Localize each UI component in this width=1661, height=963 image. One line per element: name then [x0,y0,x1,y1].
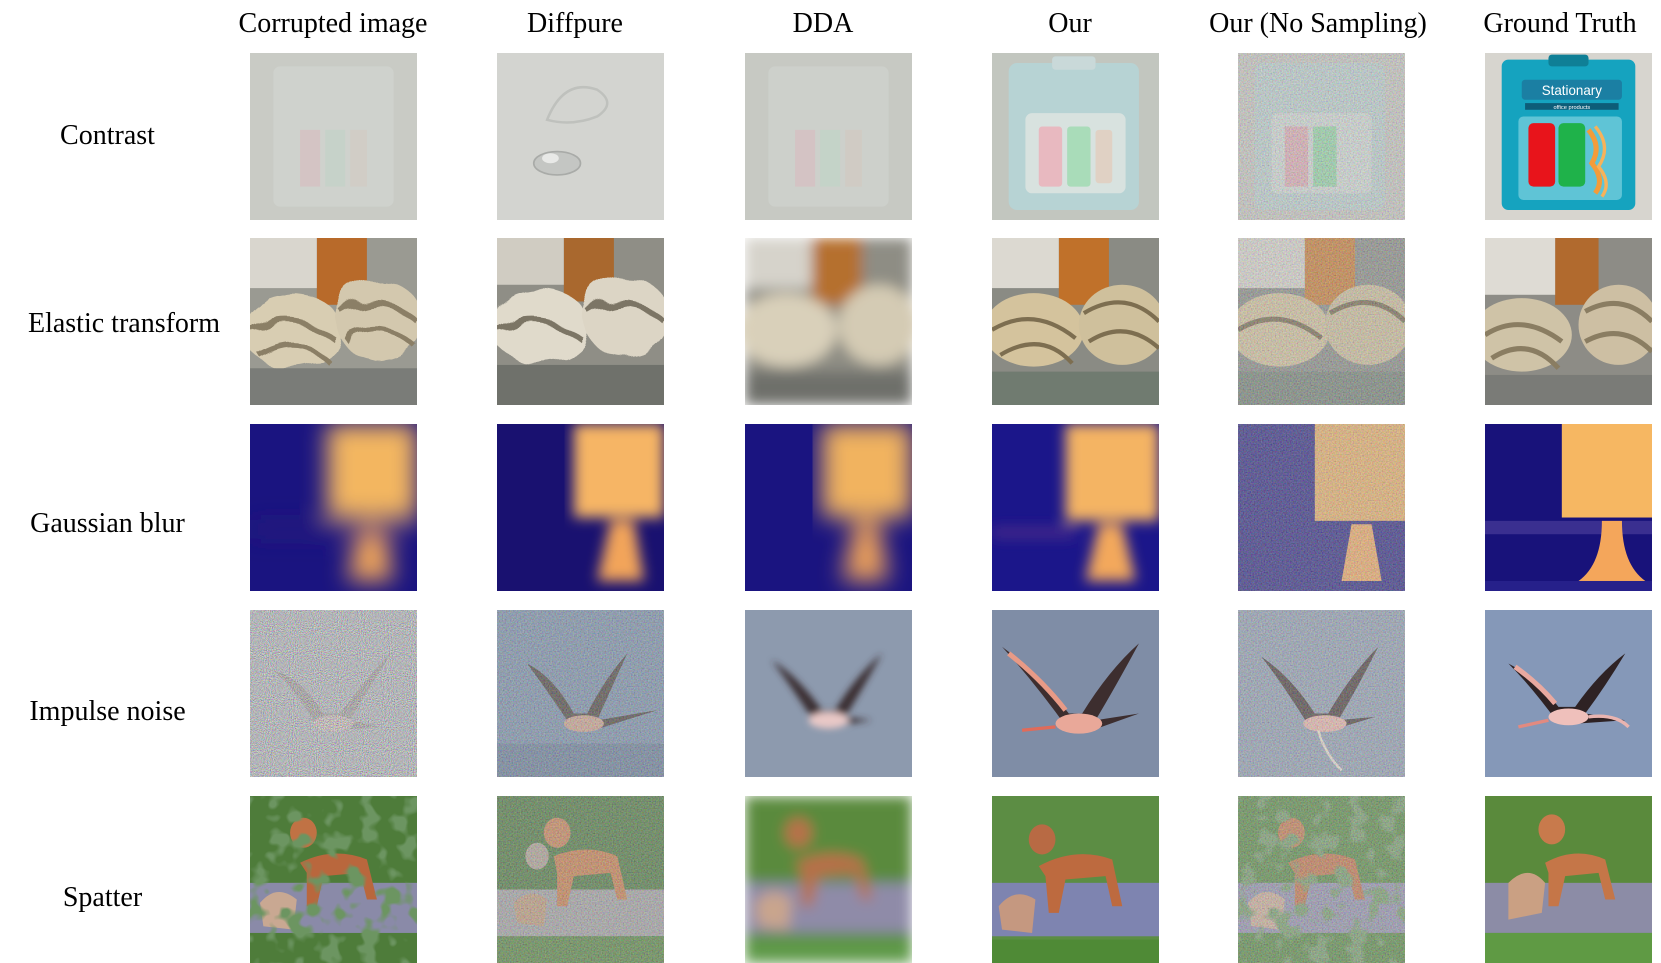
image-contrast-diffpure [497,53,664,220]
image-spatter-corrupted [250,796,417,963]
image-elastic-our [992,238,1159,405]
image-elastic-our-no-sampling [1238,238,1405,405]
image-elastic-diffpure [497,238,664,405]
image-elastic-dda [745,238,912,405]
column-header-ground-truth: Ground Truth [1483,8,1637,39]
image-gaussian-blur-corrupted [250,424,417,591]
column-header-diffpure: Diffpure [527,8,623,39]
image-contrast-ground-truth: Stationary office products [1485,53,1652,220]
ground-truth-brand-text: Stationary [1542,83,1602,98]
image-gaussian-blur-our [992,424,1159,591]
row-label-impulse-noise: Impulse noise [29,696,186,727]
image-impulse-noise-our [992,610,1159,777]
image-gaussian-blur-ground-truth [1485,424,1652,591]
image-impulse-noise-dda [745,610,912,777]
column-header-corrupted: Corrupted image [238,8,428,39]
image-contrast-corrupted [250,53,417,220]
row-label-gaussian-blur: Gaussian blur [30,508,185,539]
image-spatter-our-no-sampling [1238,796,1405,963]
image-spatter-ground-truth [1485,796,1652,963]
image-impulse-noise-our-no-sampling [1238,610,1405,777]
image-gaussian-blur-our-no-sampling [1238,424,1405,591]
image-elastic-corrupted [250,238,417,405]
image-impulse-noise-ground-truth [1485,610,1652,777]
image-impulse-noise-diffpure [497,610,664,777]
image-elastic-ground-truth [1485,238,1652,405]
image-gaussian-blur-diffpure [497,424,664,591]
ground-truth-subline-text: office products [1553,105,1590,111]
image-contrast-our [992,53,1159,220]
image-impulse-noise-corrupted [250,610,417,777]
image-gaussian-blur-dda [745,424,912,591]
image-spatter-diffpure [497,796,664,963]
row-label-contrast: Contrast [60,120,155,151]
column-header-our-no-sampling: Our (No Sampling) [1209,8,1427,39]
image-spatter-dda [745,796,912,963]
column-header-dda: DDA [792,8,854,39]
row-label-elastic-transform: Elastic transform [27,308,221,339]
image-contrast-our-no-sampling [1238,53,1405,220]
image-contrast-dda [745,53,912,220]
row-label-spatter: Spatter [62,882,143,913]
column-header-our: Our [1048,8,1092,39]
image-spatter-our [992,796,1159,963]
